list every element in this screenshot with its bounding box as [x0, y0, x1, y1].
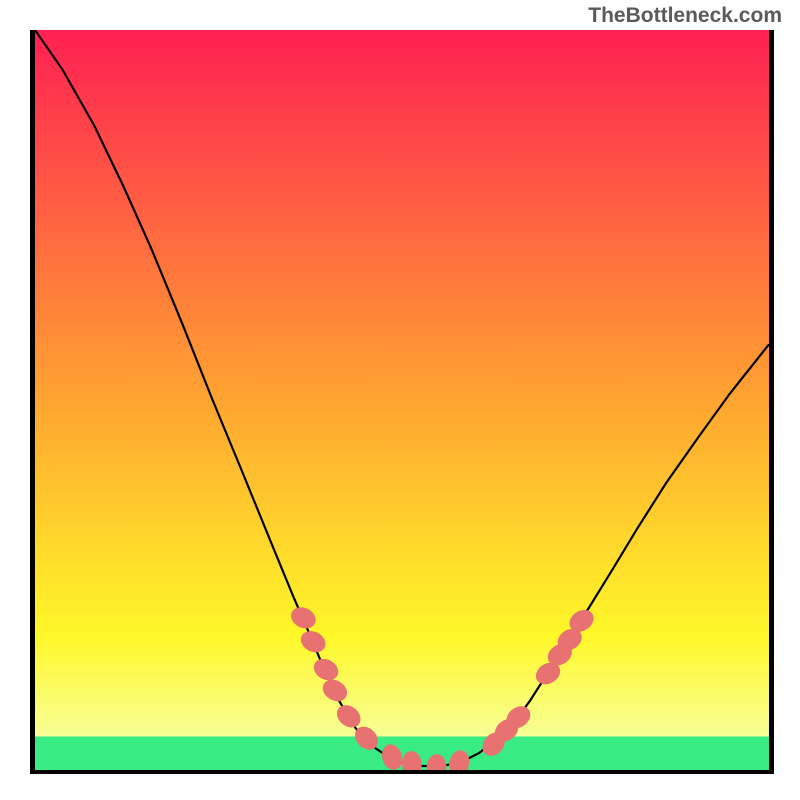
curve-marker [379, 742, 406, 770]
marker-group [288, 603, 598, 770]
curve-marker [310, 655, 342, 685]
curve-marker [319, 675, 351, 705]
curve-marker [446, 748, 472, 770]
watermark-text: TheBottleneck.com [588, 4, 782, 28]
curve-marker [401, 750, 423, 770]
curve-marker [426, 753, 448, 770]
curve-svg [35, 30, 769, 770]
curve-marker [297, 627, 329, 656]
bottleneck-curve [35, 30, 769, 766]
curve-marker [288, 603, 320, 632]
plot-area [30, 30, 774, 774]
